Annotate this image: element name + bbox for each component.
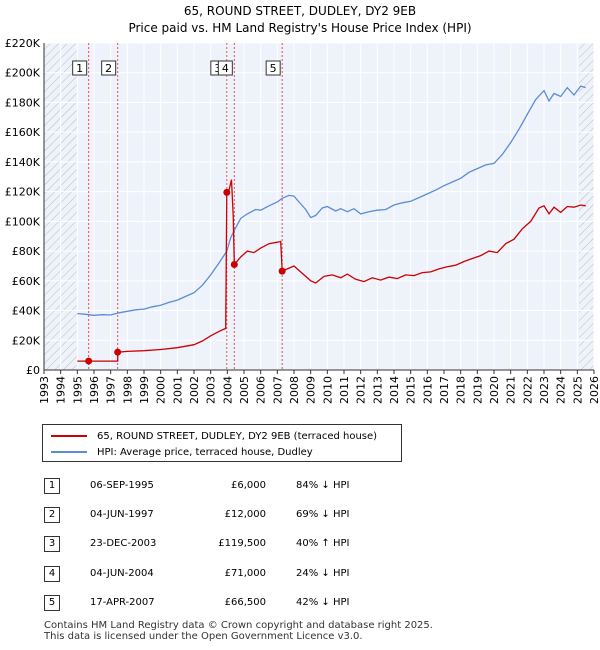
transaction-hpi-diff: 69% ↓ HPI bbox=[296, 509, 376, 520]
y-tick-label: £220K bbox=[5, 37, 41, 50]
x-tick-label: 2018 bbox=[455, 376, 468, 404]
transaction-price: £66,500 bbox=[194, 597, 266, 608]
x-tick-label: 2009 bbox=[305, 376, 318, 404]
y-tick-label: £120K bbox=[5, 186, 41, 199]
chart-title: 65, ROUND STREET, DUDLEY, DY2 9EB bbox=[184, 4, 416, 18]
x-tick-label: 2012 bbox=[355, 376, 368, 404]
x-tick-label: 2004 bbox=[221, 376, 234, 404]
sale-label: 4 bbox=[222, 62, 229, 75]
x-tick-label: 2014 bbox=[388, 376, 401, 404]
legend-swatch-hpi bbox=[51, 451, 87, 453]
table-row: 2 04-JUN-1997 £12,000 69% ↓ HPI bbox=[44, 507, 444, 527]
transaction-date: 23-DEC-2003 bbox=[90, 538, 180, 549]
legend-label-hpi: HPI: Average price, terraced house, Dudl… bbox=[97, 447, 313, 458]
x-tick-label: 2019 bbox=[471, 376, 484, 404]
transaction-price: £71,000 bbox=[194, 568, 266, 579]
y-tick-label: £0 bbox=[26, 364, 40, 377]
table-row: 3 23-DEC-2003 £119,500 40% ↑ HPI bbox=[44, 536, 444, 556]
transaction-number-badge: 1 bbox=[44, 478, 60, 494]
sale-point bbox=[231, 261, 238, 268]
footer-copyright: Contains HM Land Registry data © Crown c… bbox=[44, 620, 433, 631]
x-tick-label: 2024 bbox=[555, 376, 568, 404]
y-tick-label: £200K bbox=[5, 67, 41, 80]
x-tick-label: 1994 bbox=[55, 376, 68, 404]
sale-point bbox=[223, 189, 230, 196]
x-tick-label: 1995 bbox=[71, 376, 84, 404]
transaction-hpi-diff: 40% ↑ HPI bbox=[296, 538, 376, 549]
table-row: 5 17-APR-2007 £66,500 42% ↓ HPI bbox=[44, 595, 444, 615]
x-tick-label: 1997 bbox=[105, 376, 118, 404]
x-tick-label: 2016 bbox=[421, 376, 434, 404]
y-tick-label: £20K bbox=[12, 334, 41, 347]
transaction-date: 17-APR-2007 bbox=[90, 597, 180, 608]
footer-licence: This data is licensed under the Open Gov… bbox=[44, 631, 433, 642]
y-tick-label: £140K bbox=[5, 156, 41, 169]
x-tick-label: 2015 bbox=[405, 376, 418, 404]
x-tick-label: 2006 bbox=[255, 376, 268, 404]
transaction-price: £12,000 bbox=[194, 509, 266, 520]
y-tick-label: £60K bbox=[12, 275, 41, 288]
price-chart: 65, ROUND STREET, DUDLEY, DY2 9EB Price … bbox=[0, 0, 600, 420]
sale-point bbox=[279, 268, 286, 275]
y-tick-label: £100K bbox=[5, 215, 41, 228]
transaction-number-badge: 3 bbox=[44, 536, 60, 552]
sale-point bbox=[85, 358, 92, 365]
legend-item-property: 65, ROUND STREET, DUDLEY, DY2 9EB (terra… bbox=[51, 428, 377, 444]
x-tick-label: 2005 bbox=[238, 376, 251, 404]
plot-background bbox=[44, 43, 594, 370]
x-tick-label: 2020 bbox=[488, 376, 501, 404]
x-tick-label: 2013 bbox=[371, 376, 384, 404]
x-tick-label: 2002 bbox=[188, 376, 201, 404]
x-tick-label: 2003 bbox=[205, 376, 218, 404]
chart-legend: 65, ROUND STREET, DUDLEY, DY2 9EB (terra… bbox=[42, 424, 402, 462]
transaction-hpi-diff: 24% ↓ HPI bbox=[296, 568, 376, 579]
transaction-date: 04-JUN-2004 bbox=[90, 568, 180, 579]
legend-label-property: 65, ROUND STREET, DUDLEY, DY2 9EB (terra… bbox=[97, 431, 377, 442]
x-tick-label: 2026 bbox=[588, 376, 600, 404]
y-tick-label: £160K bbox=[5, 126, 41, 139]
y-tick-label: £80K bbox=[12, 245, 41, 258]
transaction-price: £6,000 bbox=[194, 480, 266, 491]
x-tick-label: 2021 bbox=[505, 376, 518, 404]
table-row: 4 04-JUN-2004 £71,000 24% ↓ HPI bbox=[44, 566, 444, 586]
sale-label: 2 bbox=[105, 62, 112, 75]
sale-point bbox=[114, 349, 121, 356]
x-tick-label: 2011 bbox=[338, 376, 351, 404]
legend-swatch-property bbox=[51, 435, 87, 437]
legend-item-hpi: HPI: Average price, terraced house, Dudl… bbox=[51, 444, 313, 460]
y-tick-label: £40K bbox=[12, 305, 41, 318]
x-tick-label: 1996 bbox=[88, 376, 101, 404]
transaction-date: 06-SEP-1995 bbox=[90, 480, 180, 491]
x-tick-label: 2017 bbox=[438, 376, 451, 404]
x-tick-label: 2001 bbox=[171, 376, 184, 404]
x-tick-label: 2022 bbox=[521, 376, 534, 404]
transaction-number-badge: 2 bbox=[44, 507, 60, 523]
x-tick-label: 1993 bbox=[38, 376, 51, 404]
y-tick-label: £180K bbox=[5, 96, 41, 109]
x-tick-label: 2025 bbox=[571, 376, 584, 404]
x-tick-label: 2000 bbox=[155, 376, 168, 404]
transaction-number-badge: 4 bbox=[44, 566, 60, 582]
x-tick-label: 2007 bbox=[271, 376, 284, 404]
transaction-hpi-diff: 42% ↓ HPI bbox=[296, 597, 376, 608]
footer-note: Contains HM Land Registry data © Crown c… bbox=[44, 620, 433, 642]
transaction-price: £119,500 bbox=[194, 538, 266, 549]
sale-label: 1 bbox=[76, 62, 83, 75]
x-tick-label: 1998 bbox=[121, 376, 134, 404]
x-tick-label: 2008 bbox=[288, 376, 301, 404]
table-row: 1 06-SEP-1995 £6,000 84% ↓ HPI bbox=[44, 478, 444, 498]
sale-label: 5 bbox=[270, 62, 277, 75]
hatched-region-after bbox=[579, 43, 594, 370]
transaction-date: 04-JUN-1997 bbox=[90, 509, 180, 520]
x-tick-label: 2010 bbox=[321, 376, 334, 404]
transaction-hpi-diff: 84% ↓ HPI bbox=[296, 480, 376, 491]
x-tick-label: 1999 bbox=[138, 376, 151, 404]
transaction-number-badge: 5 bbox=[44, 595, 60, 611]
chart-subtitle: Price paid vs. HM Land Registry's House … bbox=[128, 21, 471, 35]
x-tick-label: 2023 bbox=[538, 376, 551, 404]
